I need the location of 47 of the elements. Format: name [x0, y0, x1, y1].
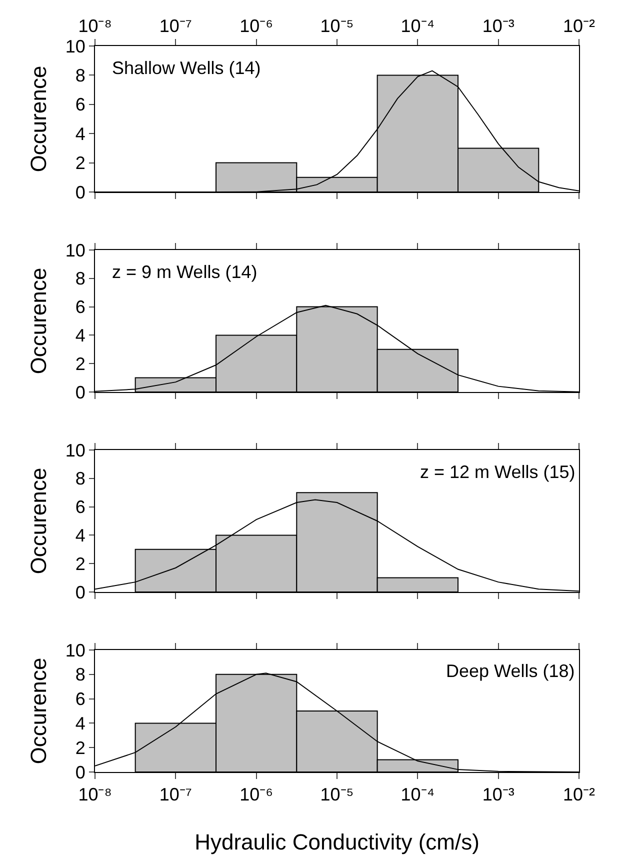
- y-tick-label: 2: [75, 554, 86, 574]
- y-tick-label: 10: [65, 440, 86, 460]
- y-tick-label: 2: [75, 354, 86, 374]
- x-tick-label: 10⁻³: [482, 784, 514, 805]
- y-axis-title: Occurence: [26, 658, 52, 764]
- x-tick-label: 10⁻⁵: [320, 784, 354, 805]
- y-tick-label: 2: [75, 153, 86, 174]
- x-tick-label: 10⁻⁸: [78, 16, 112, 36]
- x-tick-label: 10⁻²: [562, 16, 596, 36]
- y-tick-label: 8: [75, 268, 86, 289]
- y-tick-label: 4: [75, 326, 86, 346]
- x-tick-label: 10⁻⁷: [159, 784, 192, 805]
- y-tick-label: 0: [75, 182, 86, 202]
- annotation: Shallow Wells (14): [112, 58, 261, 78]
- y-tick-label: 6: [75, 689, 86, 710]
- annotation: z = 9 m Wells (14): [112, 262, 258, 282]
- y-tick-label: 8: [75, 468, 86, 489]
- y-tick-label: 0: [75, 382, 86, 402]
- y-axis-title: Occurence: [26, 66, 52, 172]
- y-tick-label: 4: [75, 714, 86, 734]
- x-tick-label: 10⁻³: [482, 16, 514, 36]
- y-tick-label: 6: [75, 297, 86, 318]
- y-tick-label: 10: [65, 240, 86, 260]
- y-axis-title: Occurence: [26, 468, 52, 574]
- y-tick-label: 6: [75, 497, 86, 518]
- x-tick-label: 10⁻⁶: [240, 16, 274, 36]
- y-tick-label: 8: [75, 664, 86, 685]
- y-axis-title: Occurence: [26, 268, 52, 374]
- x-tick-label: 10⁻⁴: [400, 784, 435, 805]
- y-tick-label: 2: [75, 738, 86, 758]
- x-tick-label: 10⁻⁶: [240, 784, 274, 805]
- annotation: z = 12 m Wells (15): [420, 462, 576, 482]
- x-axis-title: Hydraulic Conductivity (cm/s): [194, 830, 480, 854]
- y-tick-label: 0: [75, 582, 86, 602]
- x-tick-label: 10⁻⁷: [159, 16, 192, 36]
- annotation: Deep Wells (18): [446, 661, 575, 681]
- y-tick-label: 6: [75, 94, 86, 115]
- x-tick-label: 10⁻⁸: [78, 784, 112, 805]
- y-tick-label: 10: [65, 640, 86, 660]
- y-tick-label: 10: [65, 36, 86, 56]
- y-tick-label: 4: [75, 526, 86, 546]
- y-tick-label: 0: [75, 762, 86, 782]
- x-tick-label: 10⁻²: [562, 784, 596, 805]
- x-tick-label: 10⁻⁵: [320, 16, 354, 36]
- x-tick-label: 10⁻⁴: [400, 16, 435, 36]
- y-tick-label: 4: [75, 124, 86, 144]
- y-tick-label: 8: [75, 66, 86, 86]
